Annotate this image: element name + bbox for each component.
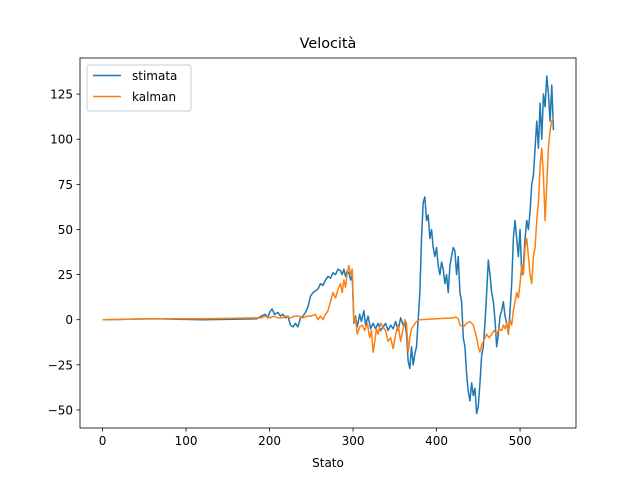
chart-title: Velocità [300,36,357,52]
x-tick-label: 400 [425,434,448,448]
y-tick-label: 75 [58,178,73,192]
plot-area [80,58,576,428]
x-tick-label: 200 [258,434,281,448]
y-tick-label: 50 [58,223,73,237]
x-axis-ticks: 0 100 200 300 400 500 [99,428,532,448]
legend-label-kalman: kalman [132,90,176,104]
y-tick-label: 25 [58,268,73,282]
y-tick-label: 100 [50,133,73,147]
series-lines [102,75,555,415]
legend-box [86,64,192,112]
x-tick-label: 0 [99,434,107,448]
y-axis-ticks: −50 −25 0 25 50 75 100 125 [48,88,80,417]
series-line-kalman [102,117,555,353]
y-tick-label: 0 [65,313,73,327]
axes-frame [79,57,577,429]
legend: stimata kalman [86,64,192,112]
x-tick-label: 300 [342,434,365,448]
y-tick-label: −25 [48,358,73,372]
y-tick-label: −50 [48,403,73,417]
legend-label-stimata: stimata [132,69,177,83]
axes-border [79,57,577,429]
y-tick-label: 125 [50,88,73,102]
series-line-stimata [102,75,555,415]
x-axis-label: Stato [312,456,344,470]
x-tick-label: 100 [175,434,198,448]
x-tick-label: 500 [509,434,532,448]
